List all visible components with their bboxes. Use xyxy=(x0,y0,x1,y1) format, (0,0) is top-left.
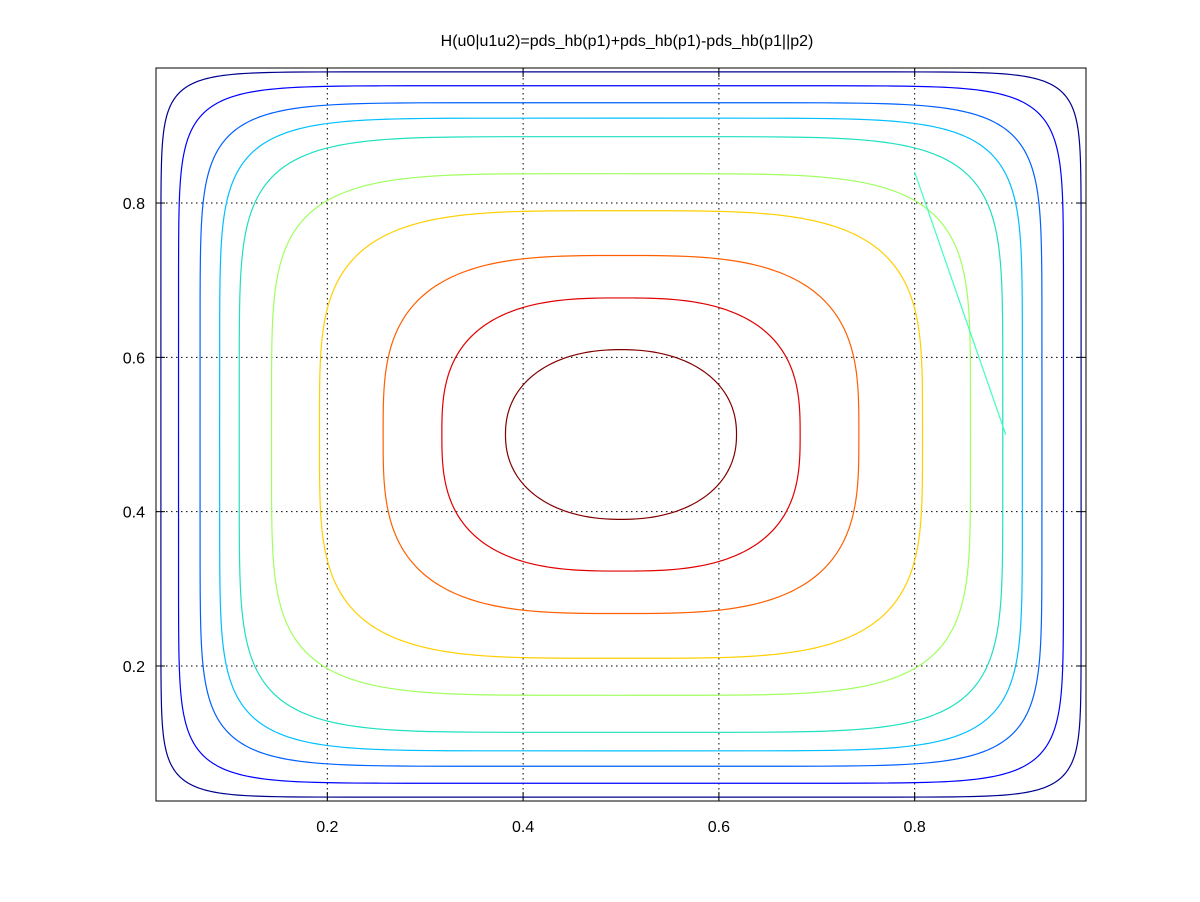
axis-ticks: 0.2 0.4 0.6 0.8 0.2 0.4 0.6 0.8 xyxy=(123,68,1086,836)
contour-lines xyxy=(160,71,1082,798)
contour-level-2 xyxy=(199,102,1043,767)
contour-level-6 xyxy=(318,210,924,659)
contour-level-3 xyxy=(219,117,1023,752)
x-tick-label-2: 0.6 xyxy=(708,819,730,836)
contour-level-9 xyxy=(504,349,738,520)
contour-level-5 xyxy=(270,173,972,696)
y-tick-label-0: 0.2 xyxy=(123,659,145,676)
contour-level-1 xyxy=(177,85,1065,784)
y-tick-label-1: 0.4 xyxy=(123,505,145,522)
contour-level-0 xyxy=(160,71,1082,798)
plot-frame xyxy=(155,67,1087,802)
y-tick-label-2: 0.6 xyxy=(123,350,145,367)
x-tick-label-3: 0.8 xyxy=(904,819,926,836)
x-tick-label-1: 0.4 xyxy=(512,819,534,836)
contour-segment xyxy=(914,171,1007,435)
x-tick-label-0: 0.2 xyxy=(316,819,338,836)
grid-lines xyxy=(156,68,1086,801)
y-tick-label-3: 0.8 xyxy=(123,196,145,213)
chart-title: H(u0|u1u2)=pds_hb(p1)+pds_hb(p1)-pds_hb(… xyxy=(441,33,814,50)
contour-level-4 xyxy=(238,136,1004,733)
contour-level-7 xyxy=(382,254,860,615)
contour-level-8 xyxy=(441,297,801,572)
